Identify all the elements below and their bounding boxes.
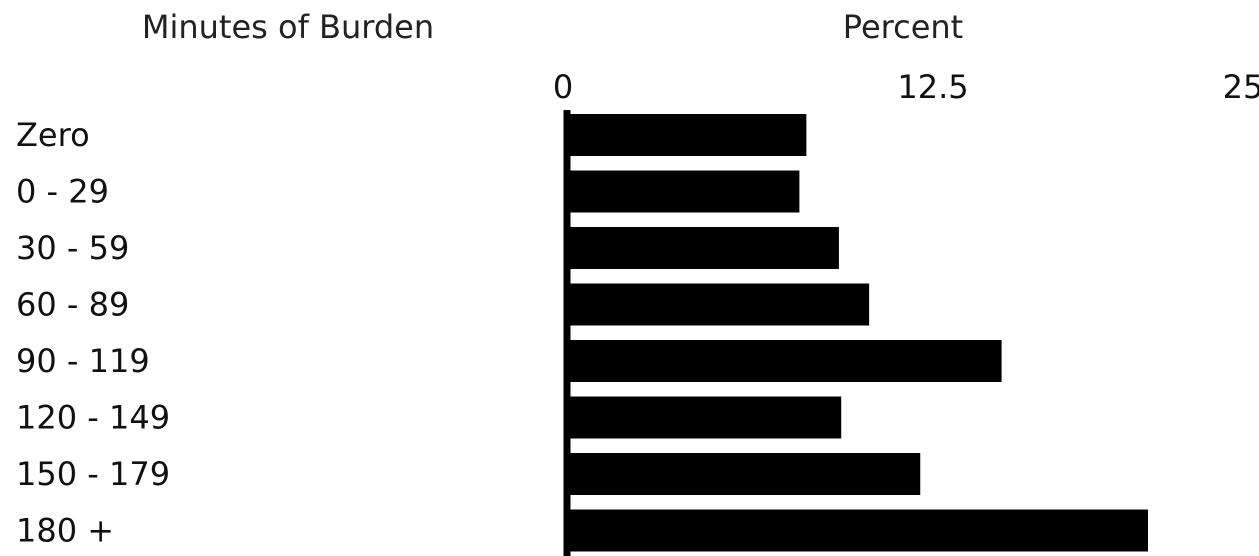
bar xyxy=(567,114,807,156)
bar xyxy=(567,453,921,495)
category-label: 120 - 149 xyxy=(16,399,170,437)
x-tick-label: 0 xyxy=(553,68,573,106)
value-axis-ticks: 0 12.5 25 xyxy=(553,68,1259,106)
bar xyxy=(567,396,842,439)
bar xyxy=(567,509,1148,552)
bar xyxy=(567,227,839,269)
bar xyxy=(567,170,800,213)
bar xyxy=(567,340,1002,382)
category-label: 0 - 29 xyxy=(16,173,109,211)
category-label: 180 + xyxy=(16,512,114,550)
category-labels: Zero 0 - 29 30 - 59 60 - 89 90 - 119 120 - 14… xyxy=(16,116,170,550)
category-label: 60 - 89 xyxy=(16,286,129,324)
bar xyxy=(567,283,870,326)
value-axis-title: Percent xyxy=(843,8,963,46)
x-tick-label: 25 xyxy=(1223,68,1259,106)
category-label: 150 - 179 xyxy=(16,455,170,493)
category-label: 90 - 119 xyxy=(16,342,150,380)
category-axis-title: Minutes of Burden xyxy=(142,8,434,46)
category-label: Zero xyxy=(16,116,90,154)
category-label: 30 - 59 xyxy=(16,229,129,267)
x-tick-label: 12.5 xyxy=(897,68,968,106)
bars xyxy=(567,114,1148,552)
